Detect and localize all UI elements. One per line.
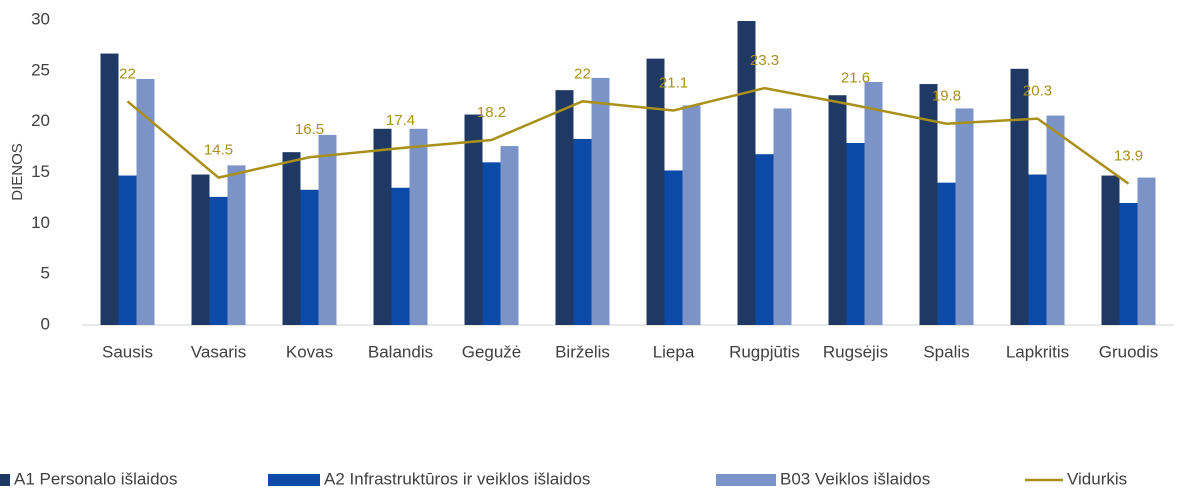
- value-label: 22: [119, 65, 136, 82]
- legend-label: A1 Personalo išlaidos: [14, 469, 177, 488]
- bar: [846, 143, 865, 325]
- value-label: 14.5: [204, 142, 233, 159]
- legend-label: B03 Veiklos išlaidos: [780, 469, 930, 488]
- bar: [664, 170, 683, 325]
- x-tick-label: Rugsėjis: [823, 342, 888, 361]
- bar: [682, 105, 701, 326]
- bar: [864, 82, 883, 326]
- x-tick-label: Balandis: [368, 342, 433, 361]
- x-tick-label: Rugpjūtis: [729, 342, 800, 361]
- bar: [591, 77, 610, 325]
- value-label: 21.1: [659, 74, 688, 91]
- x-tick-label: Vasaris: [191, 342, 246, 361]
- bar: [482, 162, 501, 325]
- bar: [191, 174, 210, 325]
- x-tick-label: Liepa: [653, 342, 695, 361]
- bar: [737, 21, 756, 326]
- legend-marker: [0, 474, 10, 486]
- bar: [100, 53, 119, 326]
- value-label: 21.6: [841, 69, 870, 86]
- bar: [646, 58, 665, 326]
- bar: [373, 128, 392, 325]
- value-label: 13.9: [1114, 148, 1143, 165]
- bar: [318, 134, 337, 325]
- y-tick-label: 10: [31, 213, 50, 232]
- bar: [755, 154, 774, 325]
- bar: [391, 187, 410, 325]
- value-label: 17.4: [386, 112, 415, 129]
- legend-label: A2 Infrastruktūros ir veiklos išlaidos: [324, 469, 590, 488]
- bar: [282, 152, 301, 325]
- value-label: 16.5: [295, 121, 324, 138]
- value-label: 18.2: [477, 104, 506, 121]
- y-tick-label: 5: [41, 264, 50, 283]
- legend-marker: [716, 474, 776, 486]
- y-tick-label: 30: [31, 9, 50, 28]
- x-tick-label: Gegužė: [462, 342, 522, 361]
- bar: [1101, 175, 1120, 325]
- x-tick-label: Birželis: [555, 342, 610, 361]
- bar: [1137, 177, 1156, 325]
- bar: [209, 196, 228, 325]
- y-axis-title: DIENOS: [9, 143, 26, 201]
- bar: [227, 165, 246, 325]
- x-tick-label: Sausis: [102, 342, 153, 361]
- y-tick-label: 0: [41, 314, 50, 333]
- y-tick-label: 15: [31, 162, 50, 181]
- x-tick-label: Gruodis: [1099, 342, 1159, 361]
- bar: [955, 108, 974, 325]
- bar: [136, 78, 155, 325]
- bar: [573, 138, 592, 325]
- y-tick-label: 20: [31, 111, 50, 130]
- legend-label: Vidurkis: [1067, 469, 1127, 488]
- bar: [409, 128, 428, 325]
- bar: [464, 114, 483, 325]
- bar: [828, 95, 847, 325]
- line: [126, 86, 1130, 185]
- bar: [555, 90, 574, 326]
- bar: [1046, 115, 1065, 325]
- bar: [937, 182, 956, 325]
- x-tick-label: Lapkritis: [1006, 342, 1069, 361]
- bar: [500, 146, 519, 325]
- bar: [1119, 203, 1138, 325]
- bar: [919, 84, 938, 325]
- bar: [1028, 174, 1047, 325]
- legend-marker: [268, 474, 320, 486]
- value-label: 19.8: [932, 88, 961, 105]
- x-tick-label: Kovas: [286, 342, 333, 361]
- value-label: 22: [574, 65, 591, 82]
- value-label: 23.3: [750, 52, 779, 69]
- bar: [118, 175, 137, 325]
- bar: [300, 189, 319, 325]
- bar: [1010, 68, 1029, 326]
- bar: [773, 108, 792, 325]
- value-label: 20.3: [1023, 83, 1052, 100]
- y-tick-label: 25: [31, 60, 50, 79]
- x-tick-label: Spalis: [923, 342, 969, 361]
